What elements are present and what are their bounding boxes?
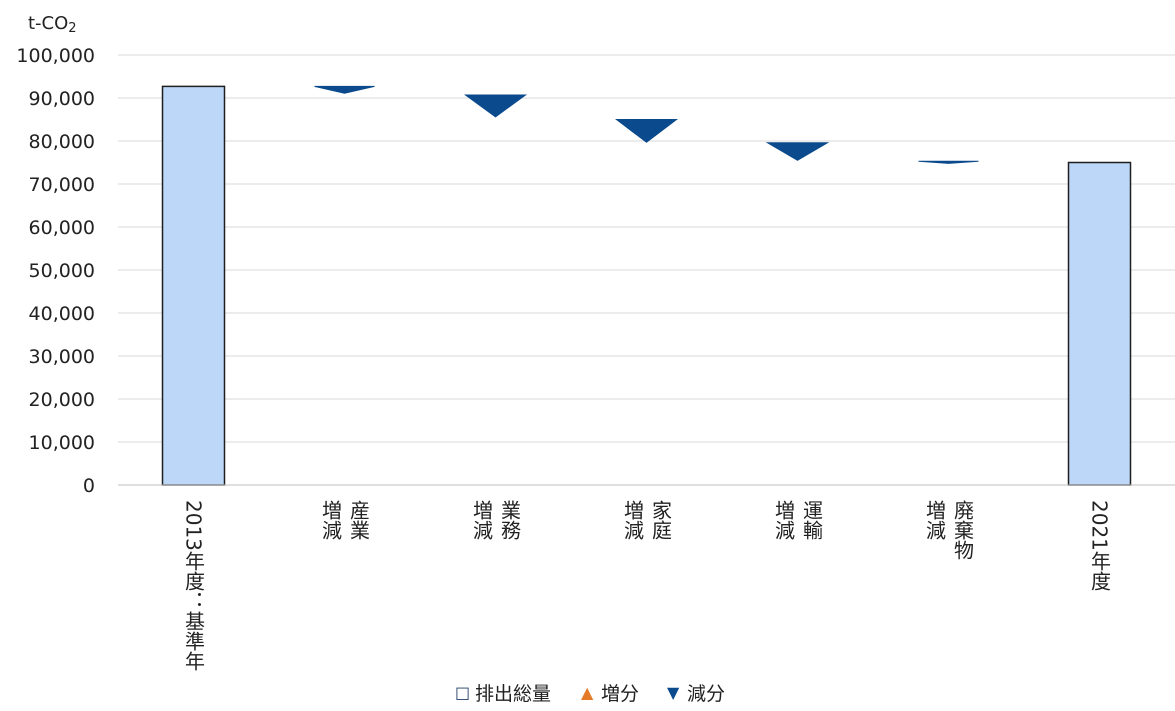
legend: □ 排出総量 ▲ 増分 ▼ 減分 (455, 683, 725, 705)
legend-marker: □ (455, 683, 470, 702)
y-tick-label: 40,000 (29, 303, 95, 325)
y-tick-label: 20,000 (29, 389, 95, 411)
total-bar (1067, 161, 1132, 486)
y-tick-label: 60,000 (29, 217, 95, 239)
decrease-marker (463, 94, 528, 118)
y-tick-label: 10,000 (29, 432, 95, 454)
y-tick-label: 50,000 (29, 260, 95, 282)
x-category-label: 増減 (319, 500, 343, 540)
y-axis-unit-label: t-CO2 (28, 13, 77, 36)
x-category-label: 家庭 (649, 500, 673, 540)
x-category-label: 運輸 (800, 500, 824, 540)
x-category-label: 2013年度：基準年 (182, 500, 206, 671)
y-tick-label: 30,000 (29, 346, 95, 368)
y-tick-label: 0 (83, 475, 95, 497)
chart-marks (161, 85, 1132, 486)
x-category-label: 増減 (772, 500, 796, 540)
x-category-label: 増減 (923, 500, 947, 540)
y-tick-label: 70,000 (29, 174, 95, 196)
x-category-label: 業務 (498, 500, 522, 540)
legend-label: 減分 (687, 683, 725, 705)
legend-label: 増分 (601, 683, 639, 705)
decrease-marker (314, 85, 375, 94)
total-bar (161, 85, 226, 486)
y-tick-label: 90,000 (29, 88, 95, 110)
gridlines (118, 54, 1175, 443)
legend-marker: ▼ (667, 683, 680, 702)
x-category-label: 増減 (621, 500, 645, 540)
y-tick-label: 100,000 (16, 45, 95, 67)
x-category-label: 産業 (347, 500, 371, 540)
legend-label: 排出総量 (475, 683, 551, 705)
legend-marker: ▲ (581, 683, 594, 702)
x-category-label: 2021年度 (1088, 500, 1112, 591)
y-tick-label: 80,000 (29, 131, 95, 153)
decrease-marker (615, 119, 678, 143)
x-category-label: 廃棄物 (951, 500, 975, 560)
decrease-marker (765, 142, 830, 161)
decrease-marker (918, 160, 979, 164)
x-category-label: 増減 (470, 500, 494, 540)
y-axis-ticks: 0 10,000 20,000 30,000 40,000 50,000 60,000 70,… (16, 45, 95, 497)
